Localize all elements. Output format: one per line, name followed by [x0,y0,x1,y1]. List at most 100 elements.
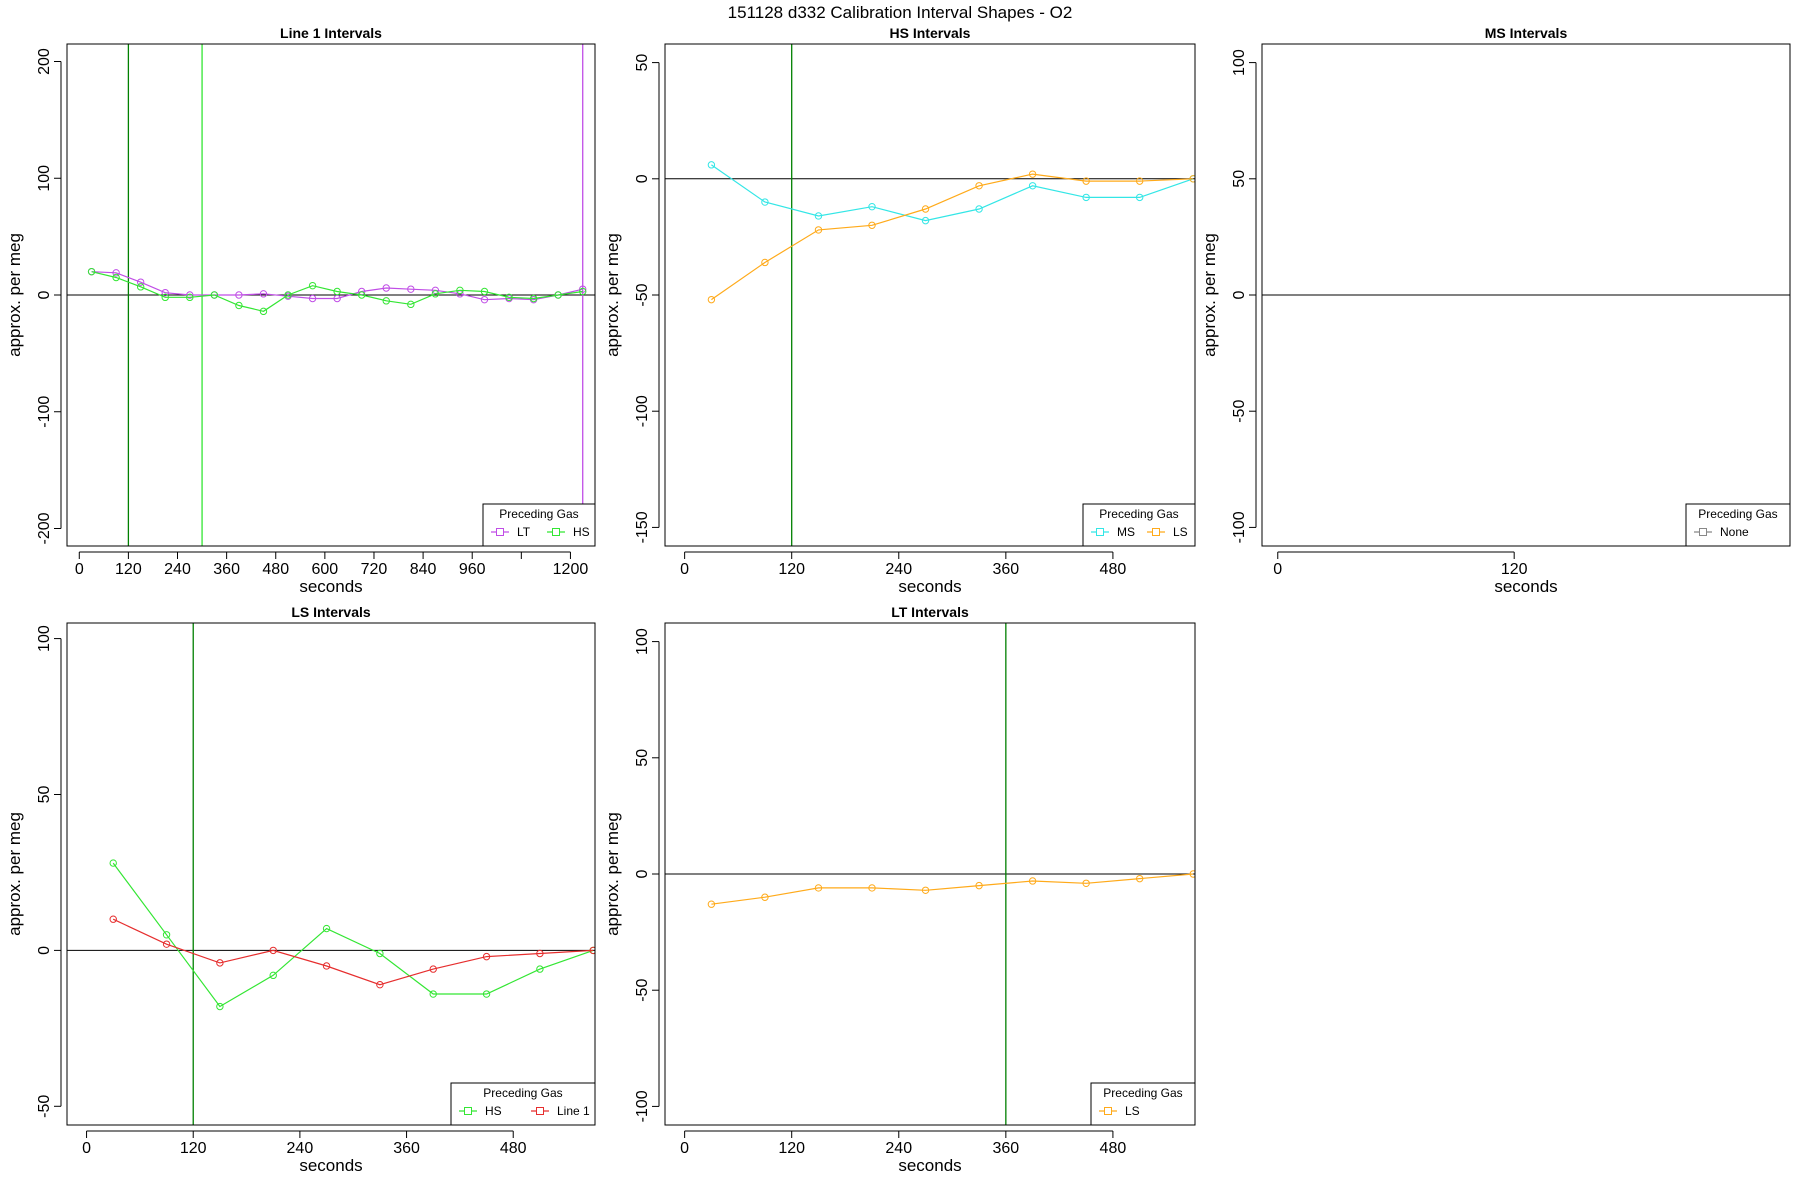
x-tick-label: 240 [164,561,191,578]
y-axis-label: approx. per meg [603,233,622,357]
data-point [216,1002,224,1011]
y-axis: -150 -100 -50 0 50 approx. per meg [603,54,660,543]
data-point [1189,870,1195,878]
data-point [1135,874,1144,883]
y-tick-label: 50 [634,54,651,72]
y-tick-label: -100 [634,1090,651,1122]
data-point [259,290,268,298]
data-point [868,221,876,229]
panel-title: LS Intervals [291,604,371,620]
chart-panel-hs: HS Intervals 0 120 240 360 480 seconds -150 -100… [603,25,1196,596]
legend-swatch-marker [1096,528,1104,536]
legend-entry-label: Line 1 [557,1104,590,1118]
data-point [921,886,930,894]
y-tick-label: 100 [36,165,53,192]
page-title: 151128 d332 Calibration Interval Shapes … [728,3,1073,22]
data-point [1135,193,1144,202]
plot-frame [1261,43,1791,547]
legend-swatch-marker [536,1107,544,1115]
legend-swatch-marker [1104,1107,1112,1115]
legend-swatch-marker [1152,528,1160,536]
y-tick-label: -50 [36,1095,53,1118]
data-point [210,291,219,299]
x-tick-label: 480 [500,1140,527,1157]
data-point [921,216,930,225]
legend-title: Preceding Gas [1103,1086,1182,1100]
data-point [333,287,341,296]
x-axis: 0 120 240 360 480 seconds [82,1130,527,1175]
data-point [112,273,120,282]
data-point [975,881,983,890]
data-point [216,959,224,967]
panel-title: Line 1 Intervals [280,25,382,41]
data-point [707,900,716,908]
data-point [1028,182,1037,190]
legend-entry-label: LS [1125,1104,1140,1118]
data-point [161,288,169,297]
chart-panel-line1: Line 1 Intervals 0 120 240 360 480 600 720 840 96… [5,25,596,596]
data-point [1082,177,1090,185]
data-point [429,990,437,998]
series-hs [87,267,587,316]
data-point [161,293,169,302]
legend-box [482,503,596,547]
y-tick-label: 0 [634,869,651,878]
data-point [814,226,823,234]
series-ms [707,161,1195,225]
data-point [1189,175,1195,183]
data-point [707,295,716,304]
x-tick-label: 240 [885,561,912,578]
series-hs [109,859,595,1011]
data-point [322,924,331,933]
series-lt [87,267,587,304]
data-point [480,295,489,304]
data-point [761,258,769,267]
x-axis: 0 120 240 360 480 seconds [680,551,1127,596]
series-ls [707,170,1195,304]
x-tick-label: 360 [992,561,1019,578]
legend-title: Preceding Gas [499,507,578,521]
chart-panel-lt: LT Intervals 0 120 240 360 480 seconds -100 -50 0… [603,604,1196,1175]
series-line [711,873,1194,905]
legend-entry-label: HS [485,1104,502,1118]
data-point [482,990,491,998]
data-point [269,971,277,980]
data-point [186,291,194,299]
data-point [87,267,96,276]
y-tick-label: 0 [1231,290,1248,299]
x-tick-label: 120 [1501,561,1528,578]
data-point [376,980,384,989]
data-point [579,285,587,293]
data-point [761,198,769,206]
data-point [357,291,366,299]
y-tick-label: 0 [36,946,53,955]
x-tick-label: 120 [115,561,142,578]
x-tick-label: 0 [680,1140,689,1157]
data-point [579,287,587,296]
y-tick-label: -50 [634,979,651,1002]
legend: Preceding Gas None [1685,503,1791,547]
x-tick-label: 480 [1100,1140,1127,1157]
series-line-1 [109,915,595,989]
x-tick-label: 120 [778,561,805,578]
data-point [536,949,544,958]
y-axis: -50 0 50 100 approx. per meg [5,625,62,1118]
x-tick-label: 360 [393,1140,420,1157]
legend: Preceding Gas LT HS [482,503,596,547]
series-line [711,164,1194,222]
legend-title: Preceding Gas [483,1086,562,1100]
x-tick-label: 480 [1100,561,1127,578]
data-point [554,291,562,299]
y-axis-label: approx. per meg [5,233,24,357]
chart-panel-ls: LS Intervals 0 120 240 360 480 seconds -50 0 50 10… [5,604,596,1175]
data-point [136,278,145,286]
data-point [761,893,769,901]
legend-box [1090,1082,1196,1126]
x-axis-label: seconds [299,1156,362,1175]
data-point [1028,877,1037,885]
y-tick-label: 200 [36,48,53,75]
data-point [382,297,390,305]
